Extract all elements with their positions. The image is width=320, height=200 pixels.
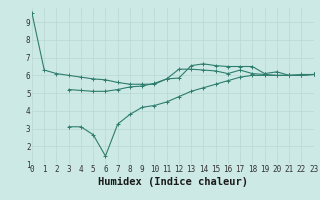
X-axis label: Humidex (Indice chaleur): Humidex (Indice chaleur) [98, 177, 248, 187]
